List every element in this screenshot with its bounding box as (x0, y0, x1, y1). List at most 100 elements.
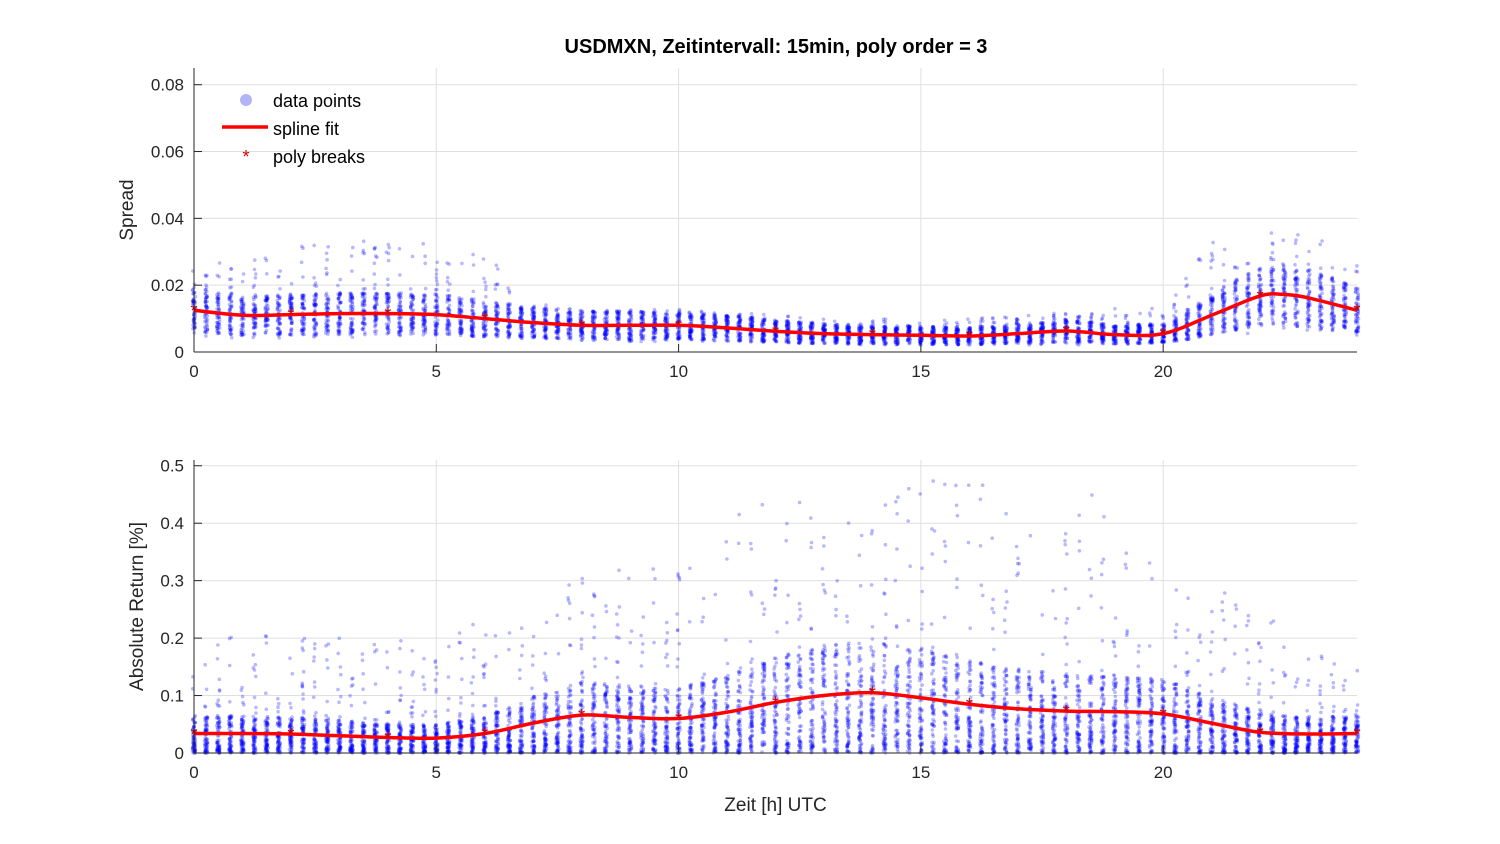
data-point (227, 323, 232, 328)
data-point (349, 306, 353, 311)
data-point (288, 307, 293, 312)
data-point (300, 315, 305, 320)
data-point (421, 299, 426, 303)
data-point (677, 309, 681, 313)
data-point (289, 308, 294, 312)
data-point (1233, 265, 1237, 270)
data-point (350, 295, 355, 300)
data-point (350, 331, 354, 335)
data-point (361, 291, 366, 296)
data-point (278, 330, 282, 334)
data-point (312, 276, 316, 280)
data-point (251, 309, 256, 314)
data-point (253, 304, 257, 308)
data-point (277, 303, 282, 308)
data-point (349, 327, 354, 332)
data-point (397, 321, 402, 326)
data-point (301, 302, 305, 307)
data-point (338, 315, 342, 320)
data-point (263, 330, 268, 335)
data-point (289, 316, 293, 321)
data-point (531, 317, 535, 321)
data-point (1209, 286, 1214, 291)
data-point (616, 332, 621, 337)
data-point (228, 316, 232, 321)
data-point (299, 328, 304, 333)
data-point (288, 292, 293, 297)
data-point (264, 316, 269, 321)
data-point (374, 296, 378, 301)
data-point (421, 333, 426, 337)
data-point (726, 339, 731, 343)
data-point (216, 297, 220, 301)
data-point (372, 272, 377, 276)
data-point (290, 306, 294, 310)
data-point (228, 324, 233, 328)
data-point (1246, 271, 1251, 276)
data-point (253, 294, 258, 299)
data-point (314, 323, 319, 328)
data-point (239, 299, 244, 304)
data-point (325, 305, 329, 310)
data-point (313, 281, 318, 286)
data-point (822, 323, 826, 328)
data-point (566, 330, 571, 335)
data-point (1233, 286, 1238, 290)
data-point (252, 267, 257, 272)
data-point (360, 292, 365, 297)
data-point (301, 328, 306, 333)
data-point (980, 325, 984, 329)
data-point (216, 302, 221, 307)
data-point (203, 304, 208, 308)
data-point (386, 283, 390, 287)
data-point (314, 293, 319, 298)
data-point (217, 275, 221, 279)
data-point (532, 333, 537, 338)
data-point (1174, 319, 1179, 323)
data-point (301, 275, 305, 279)
data-point (361, 248, 366, 253)
data-point (216, 308, 221, 312)
data-point (373, 245, 378, 250)
data-point (361, 303, 366, 307)
data-point (265, 296, 269, 301)
data-point (203, 296, 208, 301)
data-point (228, 327, 232, 332)
data-point (1186, 295, 1191, 299)
data-point (277, 320, 282, 325)
data-point (798, 316, 802, 320)
data-point (337, 332, 342, 336)
data-point (216, 316, 220, 320)
data-point (1235, 277, 1239, 282)
data-point (421, 241, 426, 246)
data-point (361, 250, 365, 255)
data-point (240, 307, 245, 312)
data-point (603, 336, 607, 341)
data-point (301, 295, 305, 300)
data-point (1245, 286, 1250, 290)
data-point (263, 324, 268, 328)
data-point (1185, 337, 1189, 341)
data-point (205, 314, 210, 318)
data-point (664, 311, 668, 316)
data-point (263, 331, 268, 335)
data-point (1138, 311, 1142, 316)
data-point (1269, 284, 1274, 288)
data-point (277, 336, 282, 340)
data-point (215, 324, 219, 329)
data-point (325, 321, 329, 325)
data-point (423, 319, 428, 323)
data-point (325, 323, 330, 328)
data-point (337, 329, 341, 334)
data-point (252, 283, 257, 288)
data-point (349, 296, 354, 301)
data-point (362, 298, 367, 302)
spread-axes: * * * * * * * * * * ***0 5 10 15 2000.020.040.060.08Sp… (117, 68, 1361, 381)
data-point (336, 325, 341, 329)
data-point (1258, 278, 1262, 282)
data-point (288, 297, 293, 302)
data-point (411, 315, 415, 319)
data-point (991, 340, 996, 345)
data-point (348, 327, 353, 332)
data-point (411, 297, 416, 301)
